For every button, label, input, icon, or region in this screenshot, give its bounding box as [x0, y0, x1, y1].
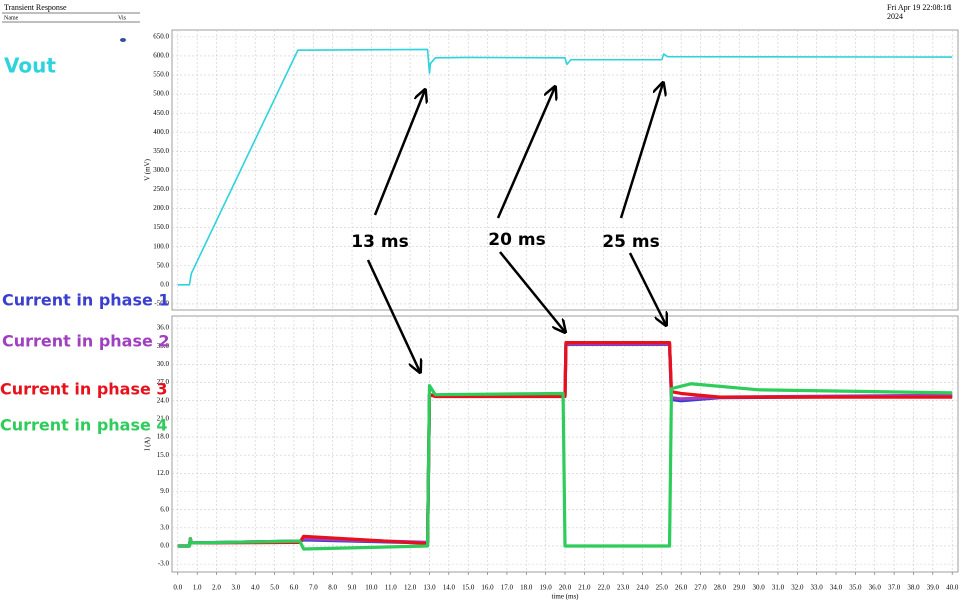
y-tick-label: 9.0 [160, 487, 169, 495]
x-tick-label: 14.0 [443, 584, 456, 592]
x-tick-label: 23.0 [617, 584, 630, 592]
x-tick-label: 37.0 [888, 584, 901, 592]
legend-entry: Current in phase 1 [2, 291, 170, 310]
arrow [373, 90, 425, 216]
y-tick-label: 150.0 [153, 223, 169, 231]
arrow [628, 252, 666, 325]
x-tick-label: 13.0 [423, 584, 436, 592]
legend-entry: Current in phase 4 [0, 416, 168, 435]
x-tick-label: 34.0 [830, 584, 843, 592]
y-tick-label: 15.0 [157, 451, 170, 459]
x-tick-label: 1.0 [193, 584, 202, 592]
x-tick-label: 11.0 [385, 584, 397, 592]
x-tick-label: 26.0 [675, 584, 688, 592]
y-tick-label: 33.0 [157, 342, 170, 350]
y-tick-label: 30.0 [157, 360, 170, 368]
x-tick-label: 33.0 [811, 584, 824, 592]
x-axis-label: time (ms) [551, 593, 579, 601]
x-tick-label: 35.0 [849, 584, 862, 592]
y-tick-label: 650.0 [153, 32, 169, 40]
arrow [619, 83, 663, 219]
name-column: Name [4, 15, 19, 21]
x-tick-label: 25.0 [656, 584, 669, 592]
year: 2024 [887, 12, 903, 21]
x-tick-label: 6.0 [290, 584, 299, 592]
y-tick-label: 27.0 [157, 378, 170, 386]
arrow [499, 251, 565, 332]
x-tick-label: 36.0 [869, 584, 882, 592]
window-title: Transient Response [4, 3, 67, 12]
x-tick-label: 31.0 [772, 584, 785, 592]
y-tick-label: 400.0 [153, 128, 169, 136]
x-tick-label: 24.0 [636, 584, 649, 592]
y-axis-label: V (mV) [144, 158, 152, 181]
y-tick-label: 6.0 [160, 505, 169, 513]
x-tick-label: 0.0 [173, 584, 182, 592]
x-tick-label: 4.0 [251, 584, 260, 592]
x-tick-label: 16.0 [481, 584, 494, 592]
x-tick-label: 21.0 [578, 584, 591, 592]
x-tick-label: 22.0 [598, 584, 611, 592]
x-tick-label: 5.0 [270, 584, 279, 592]
x-tick-label: 27.0 [694, 584, 707, 592]
legend-entry: Current in phase 3 [0, 380, 168, 399]
x-tick-label: 18.0 [520, 584, 533, 592]
y-tick-label: 0.0 [160, 280, 169, 288]
y-tick-label: 350.0 [153, 147, 169, 155]
x-tick-label: 39.0 [927, 584, 940, 592]
y-axis-label: I (A) [144, 436, 152, 450]
y-tick-label: 300.0 [153, 166, 169, 174]
annotation: 20 ms [488, 230, 545, 250]
y-tick-label: 100.0 [153, 242, 169, 250]
x-tick-label: 7.0 [309, 584, 318, 592]
legend-entry: Current in phase 2 [2, 332, 170, 351]
y-tick-label: 600.0 [153, 52, 169, 60]
series-line [177, 382, 953, 551]
x-tick-label: 17.0 [501, 584, 514, 592]
x-tick-label: 12.0 [404, 584, 417, 592]
charts: 650.0 600.0 550.0 500.0 450.0 400.0 350.0 300.0… [0, 29, 959, 601]
series-line [177, 48, 953, 286]
legend-entry: Vout [4, 54, 56, 78]
x-tick-label: 20.0 [559, 584, 572, 592]
x-tick-label: 28.0 [714, 584, 727, 592]
y-tick-label: -3.0 [158, 560, 170, 568]
visibility-icon[interactable] [120, 38, 126, 42]
vis-column: Vis [118, 15, 127, 21]
x-tick-label: 30.0 [752, 584, 765, 592]
y-tick-label: 3.0 [160, 523, 169, 531]
y-tick-label: 36.0 [157, 324, 170, 332]
x-tick-label: 38.0 [907, 584, 920, 592]
y-tick-label: -50.0 [154, 300, 169, 308]
x-tick-label: 10.0 [365, 584, 378, 592]
x-tick-label: 8.0 [328, 584, 337, 592]
y-tick-label: 450.0 [153, 109, 169, 117]
y-tick-label: 21.0 [157, 414, 170, 422]
y-tick-label: 500.0 [153, 90, 169, 98]
x-tick-label: 19.0 [540, 584, 553, 592]
annotation: 25 ms [602, 232, 659, 252]
y-tick-label: 50.0 [157, 261, 170, 269]
page-number: 1 [948, 3, 952, 12]
y-tick-label: 550.0 [153, 71, 169, 79]
x-tick-label: 15.0 [462, 584, 475, 592]
y-tick-label: 18.0 [157, 433, 170, 441]
annotation: 13 ms [351, 232, 408, 252]
x-tick-label: 9.0 [348, 584, 357, 592]
arrow [366, 259, 420, 372]
x-tick-label: 29.0 [733, 584, 746, 592]
y-tick-label: 24.0 [157, 396, 170, 404]
y-tick-label: 250.0 [153, 185, 169, 193]
x-tick-label: 40.0 [946, 584, 959, 592]
y-tick-label: 12.0 [157, 469, 170, 477]
x-tick-label: 32.0 [791, 584, 804, 592]
y-tick-label: 200.0 [153, 204, 169, 212]
x-tick-label: 2.0 [212, 584, 221, 592]
date: Fri Apr 19 22:08:16 [887, 3, 951, 12]
y-tick-label: 0.0 [160, 542, 169, 550]
x-tick-label: 3.0 [232, 584, 241, 592]
arrow [496, 87, 555, 219]
